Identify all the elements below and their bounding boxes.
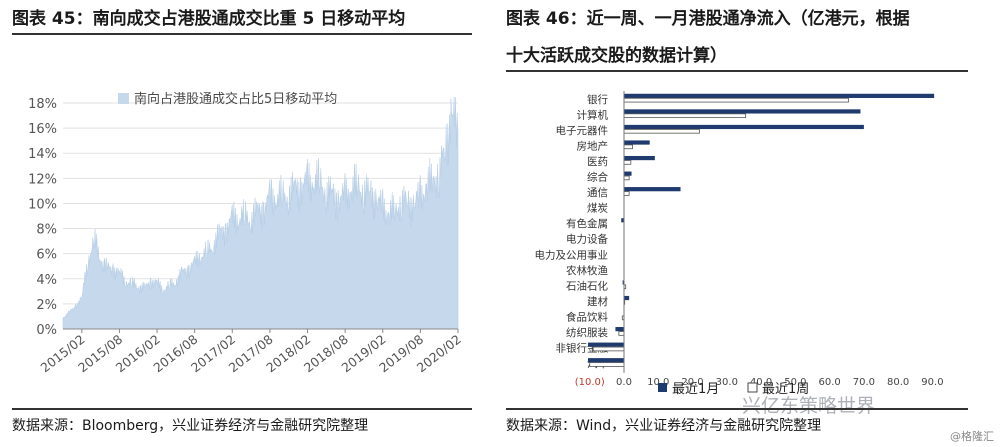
- bar-1m: [621, 218, 624, 223]
- bar-1w: [623, 160, 632, 165]
- bar-1m: [624, 187, 681, 192]
- bar-1m: [624, 124, 864, 130]
- left-chart-title: 图表 45：南向成交占港股通成交比重 5 日移动平均: [12, 9, 406, 29]
- legend-label-1m: 最近1月: [672, 382, 719, 397]
- x-tick-label: 20.0: [681, 377, 703, 388]
- y-tick-label: 18%: [28, 97, 57, 112]
- category-label: 煤炭: [587, 202, 608, 215]
- category-label: 综合: [587, 171, 608, 184]
- category-label: 纺织服装: [566, 326, 608, 339]
- legend-swatch-1w: [747, 382, 758, 393]
- x-tick-label: (10.0): [575, 377, 605, 388]
- legend-label: 南向占港股通成交占比5日移动平均: [134, 91, 337, 107]
- bar-1m: [624, 171, 632, 176]
- bar-1m: [588, 342, 624, 347]
- left-area-chart: 0%2%4%6%8%10%12%14%16%18% 2015/022015/08…: [28, 91, 464, 375]
- watermark-text: 兴亿东策略世界: [742, 395, 876, 417]
- category-label: 电子元器件: [556, 124, 609, 137]
- y-tick-label: 2%: [36, 298, 57, 313]
- legend-label-1w: 最近1周: [762, 382, 809, 397]
- category-label: 建材: [587, 295, 608, 308]
- category-label: 食品饮料: [566, 310, 608, 323]
- x-tick-label: 0.0: [616, 377, 632, 388]
- x-tick-label: 80.0: [887, 377, 909, 388]
- right-title-rule: [506, 70, 968, 72]
- category-label: 通信: [587, 187, 608, 199]
- right-legend: 最近1月 最近1周: [658, 382, 809, 397]
- bar-1w: [623, 191, 630, 196]
- bar-1m: [624, 93, 935, 98]
- y-tick-label: 14%: [28, 147, 57, 162]
- bar-1w: [623, 144, 633, 150]
- bar-1m: [624, 140, 650, 145]
- left-source-rule: [12, 408, 472, 410]
- y-tick-label: 0%: [36, 323, 57, 338]
- right-source-note: 数据来源：Wind，兴业证券经济与金融研究院整理: [506, 418, 822, 434]
- bar-1w: [623, 113, 747, 119]
- bar-1m: [622, 280, 624, 285]
- bar-1w: [592, 346, 625, 352]
- right-source-rule: [506, 408, 968, 410]
- left-source-note: 数据来源：Bloomberg，兴业证券经济与金融研究院整理: [12, 418, 369, 434]
- y-tick-label: 10%: [28, 197, 57, 212]
- y-tick-label: 6%: [36, 248, 57, 263]
- category-label: 农林牧渔: [566, 264, 608, 277]
- right-chart-title-line2: 十大活跃成交股的数据计算）: [506, 46, 727, 66]
- y-tick-label: 4%: [36, 273, 57, 288]
- bar-1w: [589, 362, 625, 367]
- category-label: 银行: [587, 93, 608, 106]
- bar-1m: [624, 155, 655, 161]
- x-tick-label: 30.0: [716, 377, 738, 388]
- x-tick-label: 90.0: [921, 377, 943, 388]
- bar-1w: [618, 331, 625, 336]
- category-label: 电力及公用事业: [535, 248, 609, 261]
- bar-1m: [624, 295, 630, 301]
- watermark-credit: @格隆汇: [950, 430, 994, 443]
- y-tick-label: 16%: [28, 122, 57, 137]
- bar-1w: [623, 97, 849, 103]
- category-label: 计算机: [577, 108, 609, 121]
- x-tick-label: 60.0: [818, 377, 840, 388]
- x-tick-label: 50.0: [784, 377, 806, 388]
- left-title-rule: [12, 33, 472, 35]
- legend-swatch-1m: [658, 383, 667, 392]
- category-label: 医药: [587, 156, 608, 168]
- x-tick-label: 70.0: [853, 377, 875, 388]
- x-tick-label: 10.0: [647, 377, 669, 388]
- y-tick-label: 8%: [36, 223, 57, 238]
- category-label: 石油石化: [566, 279, 608, 292]
- right-chart-title-line1: 图表 46：近一周、一月港股通净流入（亿港元，根据: [506, 9, 910, 29]
- bar-1m: [588, 358, 624, 363]
- y-tick-label: 12%: [28, 172, 57, 187]
- category-label: 房地产: [577, 139, 609, 152]
- bar-1m: [615, 327, 624, 332]
- bar-1w: [623, 175, 630, 181]
- bar-1w: [623, 128, 700, 134]
- bar-1m: [624, 109, 861, 114]
- x-tick-label: 40.0: [750, 377, 772, 388]
- category-label: 电力设备: [566, 233, 608, 246]
- left-legend: 南向占港股通成交占比5日移动平均: [118, 91, 337, 107]
- category-label: 有色金属: [566, 217, 608, 230]
- right-bar-chart: 银行计算机电子元器件房地产医药综合通信煤炭有色金属电力设备电力及公用事业农林牧渔…: [535, 91, 944, 397]
- legend-swatch: [118, 93, 129, 104]
- area-series-southbound-share: [62, 96, 459, 330]
